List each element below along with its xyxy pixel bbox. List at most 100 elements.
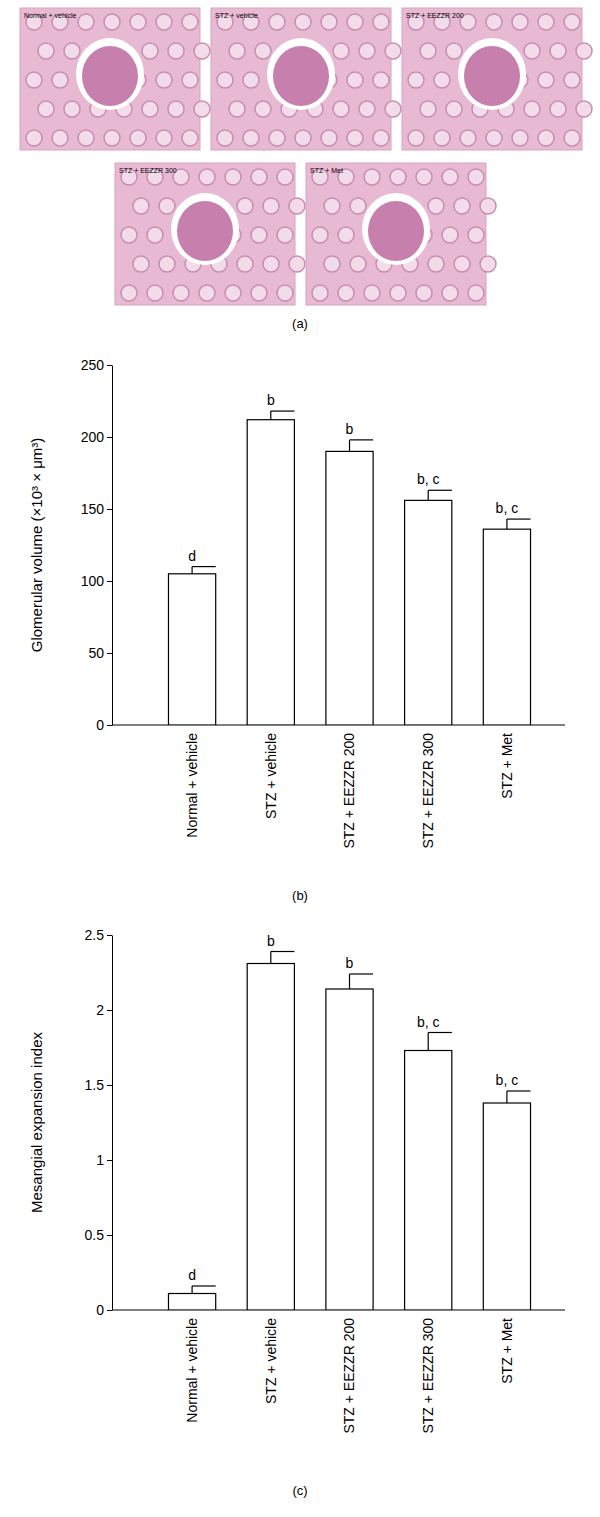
plot-marks: [168, 411, 530, 725]
tubule: [251, 285, 267, 301]
tubule: [564, 14, 580, 30]
tubule: [130, 130, 146, 146]
tubule: [168, 101, 184, 117]
tubule: [277, 169, 293, 185]
annotations: dbbb, cb, c: [188, 392, 518, 564]
error-line: [191, 567, 192, 574]
y-axis-title: Glomerular volume (×10³ × μm³): [28, 438, 45, 653]
y-tick: 1.5: [85, 1077, 112, 1093]
error-line: [506, 519, 507, 529]
tubule: [373, 14, 389, 30]
tubule: [243, 130, 259, 146]
tubule: [446, 43, 462, 59]
panel-label: (b): [292, 888, 308, 903]
tubule: [159, 198, 175, 214]
tubule: [229, 43, 245, 59]
tubule: [225, 285, 241, 301]
significance-label: b: [346, 955, 354, 971]
tick-mark: [107, 365, 112, 366]
tubule: [564, 130, 580, 146]
tubule: [359, 101, 375, 117]
tubule: [255, 43, 271, 59]
tubule: [168, 43, 184, 59]
x-axis: Normal + vehicleSTZ + vehicleSTZ + EEZZR…: [112, 1310, 565, 1434]
tubule: [194, 101, 210, 117]
tubule: [350, 198, 366, 214]
tubule: [338, 285, 354, 301]
tubule: [182, 130, 198, 146]
tubule: [312, 227, 328, 243]
error-line: [349, 440, 350, 452]
error-cap: [428, 1032, 452, 1033]
x-tick: STZ + EEZZR 200: [341, 1310, 357, 1434]
tubule: [524, 43, 540, 59]
tick-mark: [107, 935, 112, 936]
error-bar: [271, 952, 295, 964]
bowman-space: [267, 38, 335, 110]
micrograph: Normal + vehicle: [20, 8, 210, 150]
tubule: [442, 285, 458, 301]
tubule: [324, 198, 340, 214]
tubule: [364, 169, 380, 185]
tubule: [524, 101, 540, 117]
x-tick: STZ + EEZZR 200: [341, 725, 357, 849]
axis-line: [112, 366, 113, 726]
bar: [168, 1294, 215, 1311]
tubule: [434, 72, 450, 88]
image-caption: Normal + vehicle: [24, 12, 76, 19]
tubule: [390, 285, 406, 301]
tick-mark: [107, 1085, 112, 1086]
tubule: [156, 130, 172, 146]
micrograph: STZ + Met: [306, 163, 496, 305]
tick-mark: [107, 1310, 112, 1311]
glomerulus: [82, 46, 138, 106]
tubule: [486, 14, 502, 30]
panel-label: (c): [292, 1483, 307, 1498]
tubule: [277, 285, 293, 301]
tubule: [121, 227, 137, 243]
annotations: dbbb, cb, c: [188, 933, 518, 1284]
error-line: [270, 952, 271, 964]
tubule: [142, 101, 158, 117]
tubule: [237, 256, 253, 272]
y-axis: 00.511.522.5: [85, 927, 113, 1318]
tubule: [538, 72, 554, 88]
significance-label: b: [267, 933, 275, 949]
error-bar: [507, 519, 531, 529]
tubule: [385, 101, 401, 117]
plot-marks: [168, 952, 530, 1311]
panel-a: Normal + vehicleSTZ + vehicleSTZ + EEZZR…: [20, 8, 592, 331]
tubule: [289, 256, 305, 272]
error-bar: [350, 974, 374, 989]
chart: 00.511.522.5Normal + vehicleSTZ + vehicl…: [28, 927, 565, 1498]
tubule: [295, 14, 311, 30]
error-bar: [428, 490, 452, 500]
tick-label: 100: [81, 573, 105, 589]
glomerulus: [368, 201, 424, 261]
tubule: [104, 130, 120, 146]
tubule: [289, 198, 305, 214]
significance-label: b: [267, 392, 275, 408]
error-line: [428, 1033, 429, 1051]
significance-label: b, c: [496, 1072, 519, 1088]
tubule: [156, 14, 172, 30]
tubule: [460, 130, 476, 146]
tubule: [52, 72, 68, 88]
tubule: [173, 285, 189, 301]
image-caption: STZ + EEZZR 300: [119, 167, 177, 174]
tubule: [182, 72, 198, 88]
axis-line: [112, 936, 113, 1311]
tick-label: STZ + vehicle: [263, 733, 279, 819]
tubule: [480, 256, 496, 272]
tubule: [64, 101, 80, 117]
tubule: [147, 227, 163, 243]
error-cap: [350, 439, 374, 440]
tubule: [446, 101, 462, 117]
y-tick: 0.5: [85, 1227, 112, 1243]
tubule: [512, 14, 528, 30]
background: [0, 0, 600, 1517]
significance-label: b: [346, 421, 354, 437]
tubule: [480, 198, 496, 214]
tubule: [78, 130, 94, 146]
tubule: [182, 14, 198, 30]
